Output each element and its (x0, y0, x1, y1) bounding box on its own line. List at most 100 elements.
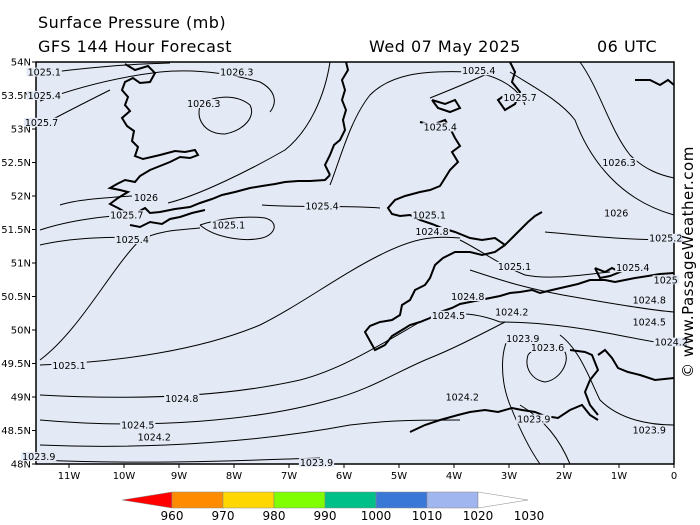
colorbar-segment (375, 491, 428, 509)
isobar-label-bg (21, 452, 57, 462)
latitude-tick-label: 53.5N (1, 91, 31, 102)
colorbar-segment (426, 491, 479, 509)
latitude-tick-label: 53N (11, 125, 31, 136)
latitude-axis: 54N 53.5N 53N 52.5N 52N 51.5N 51N 50.5N 50N 49.5N… (1, 58, 36, 471)
longitude-axis: 11W 10W 9W 8W 7W 6W 5W 4W 3W 2W 1W 0 (58, 464, 677, 482)
isobar-label-bg (164, 393, 200, 403)
isobar-label: 1024.5 (121, 421, 154, 432)
isobar-line (459, 239, 611, 278)
isobar-label-bg (461, 66, 497, 76)
pressure-colorbar: 960 970 980 990 1000 1010 1020 1030 (121, 491, 545, 523)
map-background (36, 62, 674, 464)
isobar-label-bg (304, 201, 340, 211)
isobar-label: 1023.9 (506, 334, 539, 345)
isobar-label: 1025.4 (616, 263, 649, 274)
isobar-line (39, 70, 275, 113)
longitude-tick-label: 6W (336, 471, 352, 482)
isobar-line (559, 334, 675, 426)
isobar-line (39, 419, 461, 447)
isobar-label-bg (132, 192, 160, 202)
isobar-label: 1026.3 (602, 158, 635, 169)
colorbar-segment (273, 491, 326, 509)
isobar-label: 1025.4 (116, 235, 149, 246)
colorbar-label: 980 (263, 509, 286, 523)
isobar-label-bg (120, 420, 156, 430)
britain-west-coastline (431, 98, 462, 114)
longitude-tick-label: 8W (226, 471, 242, 482)
isobar-label-bg (502, 93, 538, 103)
isobar-label: 1024.2 (446, 393, 479, 404)
latitude-tick-label: 49N (11, 393, 31, 404)
isobar-label: 1024.2 (138, 433, 171, 444)
latitude-tick-label: 52N (11, 192, 31, 203)
isobar-label-bg (496, 261, 533, 271)
forecast-label: GFS 144 Hour Forecast (38, 37, 233, 56)
east-england-coastline (635, 78, 675, 87)
isobar-line (198, 96, 252, 135)
chart-title: Surface Pressure (mb) (38, 13, 227, 32)
colorbar-low-arrow (121, 491, 173, 509)
isobar-label: 1025 (654, 275, 678, 286)
ireland-coastline (107, 63, 331, 218)
isobar-label-bg (136, 432, 172, 442)
valid-date: Wed 07 May 2025 (369, 37, 521, 56)
colorbar-label: 1030 (514, 509, 545, 523)
isobar-label-bg (430, 310, 467, 320)
isobar-label: 1024.5 (633, 317, 666, 328)
latitude-tick-label: 51N (11, 259, 31, 270)
isobar-line (499, 321, 675, 346)
isobar-line (509, 71, 675, 216)
isobar-label: 1024.2 (495, 307, 528, 318)
isobar-label-bg (26, 91, 62, 100)
isobar-label: 1025.1 (28, 68, 61, 79)
isobar-label: 1023.9 (22, 452, 55, 463)
isobar-label: 1024.8 (415, 227, 448, 238)
latitude-tick-label: 50.5N (1, 292, 31, 303)
brittany-coastline (409, 403, 599, 433)
colorbar-label: 1000 (361, 509, 392, 523)
isobar-labels: 1025.1 1025.4 1025.7 1026.3 1026.3 1025.4 1025… (21, 66, 689, 469)
isobar-label: 1026.3 (187, 99, 220, 110)
colorbar-segment (324, 491, 377, 509)
valid-time: 06 UTC (597, 37, 658, 56)
isobar-label-bg (529, 342, 566, 352)
latitude-tick-label: 52.5N (1, 158, 31, 169)
isobar-label-bg (26, 67, 62, 77)
longitude-tick-label: 11W (58, 471, 81, 482)
isobar-line (519, 404, 571, 465)
isobar-label: 1025.2 (649, 234, 682, 245)
colorbar-high-arrow (477, 491, 529, 509)
isobar-label: 1026 (604, 208, 628, 219)
ireland-east-coast (323, 61, 350, 176)
colorbar-label: 990 (314, 509, 337, 523)
colorbar-label: 970 (212, 509, 235, 523)
latitude-tick-label: 49.5N (1, 359, 31, 370)
isobar-label-bg (51, 361, 87, 371)
normandy-coastline (597, 348, 675, 382)
isobar-line (39, 321, 506, 425)
sw-england-coastline (363, 244, 675, 352)
latitude-tick-label: 54N (11, 58, 31, 69)
isobar-label-bg (210, 220, 247, 230)
colorbar-label: 960 (161, 509, 184, 523)
isobar-label-bg (631, 295, 667, 305)
isobar-label: 1025.4 (424, 122, 457, 133)
isobar-label-bg (411, 210, 447, 220)
isobar-label: 1025.7 (503, 93, 536, 104)
longitude-tick-label: 9W (171, 471, 187, 482)
isobar-label-bg (298, 458, 335, 468)
longitude-tick-label: 2W (556, 471, 572, 482)
isobar-label: 1023.9 (300, 458, 333, 469)
latitude-tick-label: 50N (11, 326, 31, 337)
longitude-tick-label: 0 (671, 471, 677, 482)
isobar-label-bg (494, 307, 530, 317)
ireland-south-coast (129, 209, 206, 229)
wales-coastline (386, 118, 543, 247)
longitude-tick-label: 4W (446, 471, 462, 482)
isobar-label: 1024.2 (655, 338, 688, 349)
longitude-tick-label: 1W (611, 471, 627, 482)
isobar-label: 1023.9 (633, 425, 666, 436)
longitude-tick-label: 7W (281, 471, 297, 482)
isobar-line (469, 269, 675, 313)
